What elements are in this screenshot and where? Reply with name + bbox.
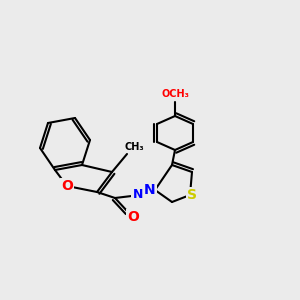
Text: O: O — [127, 210, 139, 224]
Text: S: S — [187, 188, 197, 202]
Text: N: N — [144, 183, 156, 197]
Text: NH: NH — [133, 188, 153, 202]
Text: CH₃: CH₃ — [124, 142, 144, 152]
Text: OCH₃: OCH₃ — [161, 89, 189, 99]
Text: O: O — [61, 179, 73, 193]
